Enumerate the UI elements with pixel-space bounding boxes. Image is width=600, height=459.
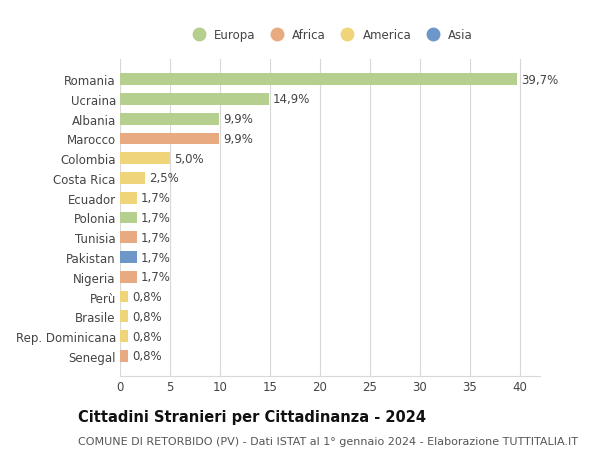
Bar [120,113,219,125]
Text: 1,7%: 1,7% [141,251,171,264]
Bar [120,94,269,106]
Text: 1,7%: 1,7% [141,271,171,284]
Text: 0,8%: 0,8% [132,330,161,343]
Bar [120,311,128,323]
Bar [120,271,137,283]
Text: 5,0%: 5,0% [174,152,203,165]
Bar [120,330,128,342]
Text: 0,8%: 0,8% [132,291,161,303]
Bar [120,133,219,145]
Bar [120,212,137,224]
Text: Cittadini Stranieri per Cittadinanza - 2024: Cittadini Stranieri per Cittadinanza - 2… [78,409,426,425]
Text: 9,9%: 9,9% [223,113,253,126]
Text: 1,7%: 1,7% [141,192,171,205]
Text: 0,8%: 0,8% [132,350,161,363]
Legend: Europa, Africa, America, Asia: Europa, Africa, America, Asia [182,24,478,47]
Text: 1,7%: 1,7% [141,212,171,224]
Bar [120,232,137,244]
Bar [120,350,128,362]
Text: 0,8%: 0,8% [132,310,161,323]
Bar [120,74,517,86]
Text: 2,5%: 2,5% [149,172,179,185]
Text: COMUNE DI RETORBIDO (PV) - Dati ISTAT al 1° gennaio 2024 - Elaborazione TUTTITAL: COMUNE DI RETORBIDO (PV) - Dati ISTAT al… [78,436,578,446]
Bar [120,252,137,263]
Bar [120,173,145,185]
Text: 1,7%: 1,7% [141,231,171,244]
Text: 14,9%: 14,9% [273,93,310,106]
Bar [120,192,137,204]
Bar [120,153,170,165]
Bar [120,291,128,303]
Text: 39,7%: 39,7% [521,73,558,86]
Text: 9,9%: 9,9% [223,133,253,146]
